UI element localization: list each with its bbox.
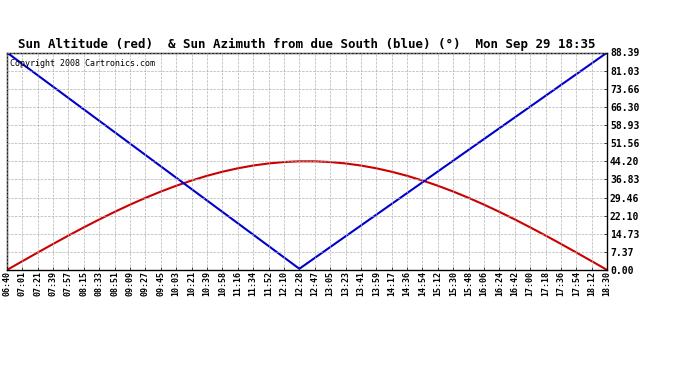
Text: Copyright 2008 Cartronics.com: Copyright 2008 Cartronics.com xyxy=(10,59,155,68)
Title: Sun Altitude (red)  & Sun Azimuth from due South (blue) (°)  Mon Sep 29 18:35: Sun Altitude (red) & Sun Azimuth from du… xyxy=(19,38,595,51)
